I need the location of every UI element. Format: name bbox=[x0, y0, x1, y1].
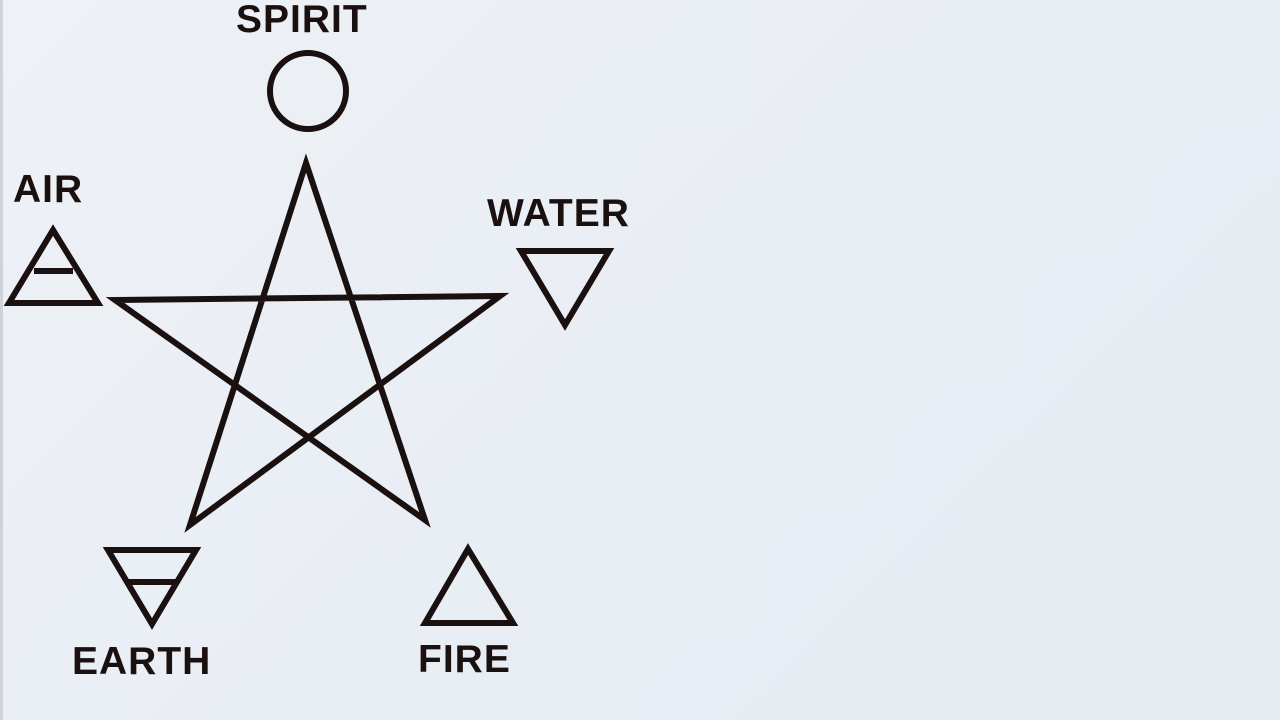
air-label: AIR bbox=[13, 168, 84, 211]
water-label: WATER bbox=[487, 192, 630, 235]
fire-triangle-icon bbox=[419, 543, 519, 626]
water-triangle-icon bbox=[515, 248, 615, 331]
air-triangle-icon bbox=[3, 224, 104, 306]
earth-triangle-icon bbox=[102, 547, 202, 630]
earth-label: EARTH bbox=[72, 640, 212, 683]
pentagram-star-icon bbox=[105, 153, 510, 533]
spirit-label: SPIRIT bbox=[236, 0, 368, 41]
left-edge-divider bbox=[0, 0, 3, 720]
fire-label: FIRE bbox=[418, 638, 511, 681]
spirit-circle-icon bbox=[267, 50, 349, 132]
